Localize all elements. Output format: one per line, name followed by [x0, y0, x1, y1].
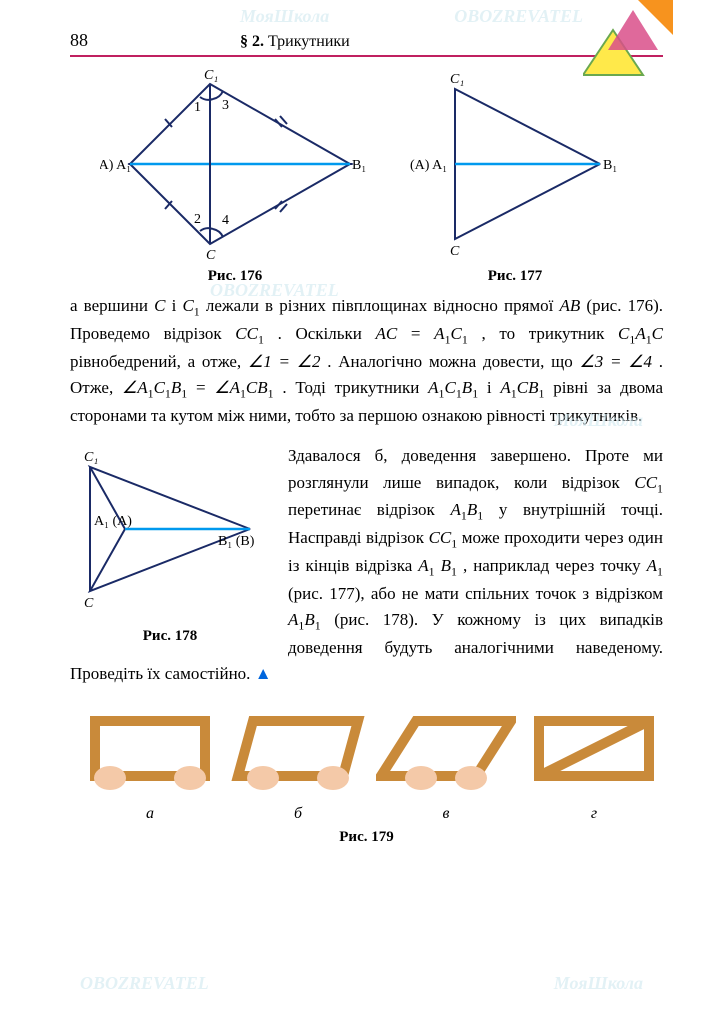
svg-text:C: C: [206, 248, 216, 259]
page-number: 88: [70, 30, 120, 51]
figure-179: а б в: [70, 706, 663, 846]
figure-178-caption: Рис. 178: [70, 628, 270, 645]
figure-179-caption: Рис. 179: [70, 829, 663, 846]
svg-text:3: 3: [222, 98, 229, 113]
svg-text:1: 1: [194, 100, 201, 115]
svg-text:2: 2: [194, 212, 201, 227]
watermark: OBOZREVATEL: [454, 6, 583, 27]
paragraph-1: а вершини C і C1 лежали в різних півплощ…: [70, 293, 663, 429]
svg-text:C₁: C₁: [204, 69, 218, 83]
frame-b: б: [228, 706, 368, 823]
end-triangle-icon: ▲: [255, 664, 272, 683]
svg-text:4: 4: [222, 213, 229, 228]
svg-text:A₁ (A): A₁ (A): [94, 514, 132, 529]
page-header: 88 § 2. Трикутники: [70, 30, 663, 57]
svg-text:B₁ (B): B₁ (B): [352, 158, 370, 173]
watermark: OBOZREVATEL: [80, 973, 209, 994]
svg-text:(A) A₁: (A) A₁: [100, 158, 131, 173]
svg-text:C: C: [84, 596, 94, 611]
svg-text:C₁: C₁: [450, 72, 464, 87]
svg-text:B₁ (B): B₁ (B): [218, 534, 255, 549]
svg-text:C: C: [450, 244, 460, 259]
top-figures-row: C₁ (A) A₁ B₁ (B) C 1 3 2 4 Рис. 176: [100, 69, 663, 285]
svg-text:(A) A₁: (A) A₁: [410, 158, 447, 173]
watermark: МояШкола: [240, 6, 329, 27]
frame-c: в: [376, 706, 516, 823]
figure-176-caption: Рис. 176: [100, 268, 370, 285]
svg-text:B₁ (B): B₁ (B): [603, 158, 620, 173]
corner-decoration: [583, 0, 673, 80]
figure-177: C₁ (A) A₁ B₁ (B) C Рис. 177: [410, 69, 620, 285]
page: МояШкола OBOZREVATEL OBOZREVATEL МояШкол…: [0, 0, 703, 1024]
watermark: МояШкола: [554, 973, 643, 994]
frame-a: а: [80, 706, 220, 823]
figure-177-caption: Рис. 177: [410, 268, 620, 285]
section-title: § 2. Трикутники: [240, 33, 350, 51]
svg-text:C₁: C₁: [84, 450, 98, 465]
frame-d: г: [524, 706, 664, 823]
figure-178: C₁ A₁ (A) B₁ (B) C Рис. 178: [70, 449, 270, 645]
figure-176: C₁ (A) A₁ B₁ (B) C 1 3 2 4 Рис. 176: [100, 69, 370, 285]
